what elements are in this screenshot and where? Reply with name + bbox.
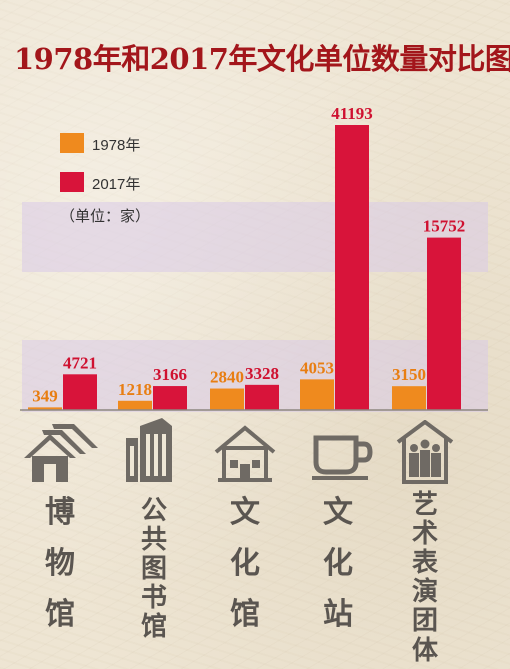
unit-note: （单位：家） <box>60 207 151 225</box>
bar-1978-0 <box>28 407 62 410</box>
category-label-library: 公共图书馆 <box>140 496 167 643</box>
bar-1978-3 <box>300 379 334 410</box>
bar-1978-4 <box>392 386 426 410</box>
bar-2017-1 <box>153 386 187 410</box>
value-label-1978-4: 3150 <box>392 365 426 384</box>
value-label-1978-2: 2840 <box>210 368 244 387</box>
cultural-station-icon <box>312 435 373 480</box>
museum-icon <box>24 424 98 482</box>
legend-label-2017: 2017年 <box>92 176 141 193</box>
value-label-2017-4: 15752 <box>423 217 466 236</box>
bar-2017-3 <box>335 125 369 410</box>
bar-1978-2 <box>210 388 244 410</box>
bar-2017-2 <box>245 384 279 410</box>
category-label-art-troupe: 艺术表演团体 <box>411 490 438 666</box>
cultural-center-icon <box>214 425 276 482</box>
highlight-band-top <box>22 202 488 272</box>
category-label-cultural-center: 文化馆 <box>230 495 260 632</box>
value-label-1978-1: 1218 <box>118 380 152 399</box>
bar-2017-0 <box>63 374 97 410</box>
legend-label-1978: 1978年 <box>92 137 141 154</box>
library-icon <box>126 418 172 482</box>
value-label-2017-2: 3328 <box>245 364 279 383</box>
legend-swatch-2017 <box>60 172 84 192</box>
value-label-2017-0: 4721 <box>63 353 97 372</box>
category-label-cultural-station: 文化站 <box>323 495 353 632</box>
category-label-museum: 博物馆 <box>45 495 75 632</box>
value-label-2017-1: 3166 <box>153 365 187 384</box>
value-label-1978-0: 349 <box>32 386 58 405</box>
value-label-2017-3: 41193 <box>331 104 373 123</box>
legend-swatch-1978 <box>60 133 84 153</box>
chart-title: 1978年和2017年文化单位数量对比图 <box>14 42 510 76</box>
value-label-1978-3: 4053 <box>300 358 334 377</box>
art-troupe-icon <box>396 420 454 484</box>
bar-1978-1 <box>118 400 152 410</box>
bar-2017-4 <box>427 237 461 410</box>
